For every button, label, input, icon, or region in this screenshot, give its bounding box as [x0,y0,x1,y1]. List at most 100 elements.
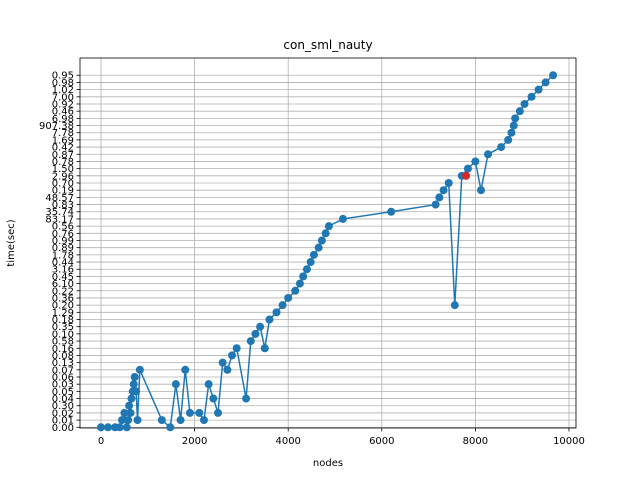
point [256,322,265,331]
y-tick-label: 0.04 [52,394,74,405]
y-tick-label: 0.92 [52,99,74,110]
point [295,279,304,288]
point [122,423,131,432]
axes-frame [79,57,577,429]
y-tick-label: 1.29 [52,308,74,319]
point [549,71,558,80]
y-tick-label: 0.42 [52,143,74,154]
point [439,186,448,195]
point [125,401,134,410]
point [209,394,218,403]
point [477,186,486,195]
point [317,236,326,245]
y-tick-label: 0.58 [52,337,74,348]
point [242,394,251,403]
y-tick-label: 0.35 [52,322,74,333]
point [338,214,347,223]
point [195,408,204,417]
point [176,416,185,425]
point [181,365,190,374]
y-tick-label: 0.16 [52,344,74,355]
point [199,416,208,425]
point [130,372,139,381]
chart-title: con_sml_nauty [283,38,372,52]
y-tick-label: 0.70 [52,179,74,190]
y-tick-label: 2.96 [52,171,74,182]
point [278,301,287,310]
y-tick-label: 907.38 [39,121,74,132]
y-tick-label: 6.10 [52,279,74,290]
y-tick-label: 0.19 [52,186,74,197]
y-tick-label: 0.95 [52,71,74,82]
y-tick-label: 0.08 [52,351,74,362]
y-tick-label: 0.36 [52,293,74,304]
y-tick-label: 48.57 [45,193,74,204]
point [541,78,550,87]
y-tick-label: 1.78 [52,250,74,261]
y-tick-label: 0.18 [52,315,74,326]
y-tick-label: 0.87 [52,150,74,161]
point [484,150,493,159]
point [118,416,127,425]
y-tick-label: 7.00 [52,92,74,103]
y-tick-label: 83.17 [45,214,74,225]
point [185,408,194,417]
x-tick-label: 2000 [182,436,207,447]
point [265,315,274,324]
y-tick-label: 6.98 [52,114,74,125]
y-tick-label: 0.89 [52,243,74,254]
y-tick-label: 0.45 [52,272,74,283]
point [214,408,223,417]
point [387,207,396,216]
y-tick-label: 7.78 [52,128,74,139]
y-tick-label: 0.30 [52,401,74,412]
point [497,143,506,152]
y-tick-label: 1.50 [52,164,74,175]
y-tick-label: 0.13 [52,358,74,369]
point [120,408,129,417]
point [463,164,472,173]
point [246,337,255,346]
y-tick-label: 0.44 [52,258,74,269]
point [511,114,520,123]
y-tick-label: 0.46 [52,107,74,118]
point [251,329,260,338]
point [272,308,281,317]
y-tick-label: 35.74 [45,207,74,218]
point [444,179,453,188]
point [509,121,518,130]
y-tick-label: 0.05 [52,387,74,398]
point [321,229,330,238]
x-tick-label: 4000 [275,436,300,447]
y-tick-label: 0.03 [52,380,74,391]
point [124,416,133,425]
point [306,258,315,267]
point [284,293,293,302]
point [129,380,138,389]
y-tick-label: 0.22 [52,286,74,297]
point [97,423,106,432]
y-tick-label: 0.99 [52,236,74,247]
y-tick-label: 0.10 [52,329,74,340]
point [291,286,300,295]
point [324,222,333,231]
point [135,365,144,374]
point [299,272,308,281]
point [232,344,241,353]
y-tick-label: 0.20 [52,301,74,312]
x-axis-label: nodes [313,458,343,469]
point [157,416,166,425]
point [435,193,444,202]
point [527,92,536,101]
point [471,157,480,166]
point [450,301,459,310]
y-tick-label: 0.01 [52,416,74,427]
x-tick-label: 8000 [463,436,488,447]
point [260,344,269,353]
y-tick-label: 3.16 [52,265,74,276]
point [127,394,136,403]
point [223,365,232,374]
point [132,387,141,396]
y-tick-label: 0.02 [52,408,74,419]
